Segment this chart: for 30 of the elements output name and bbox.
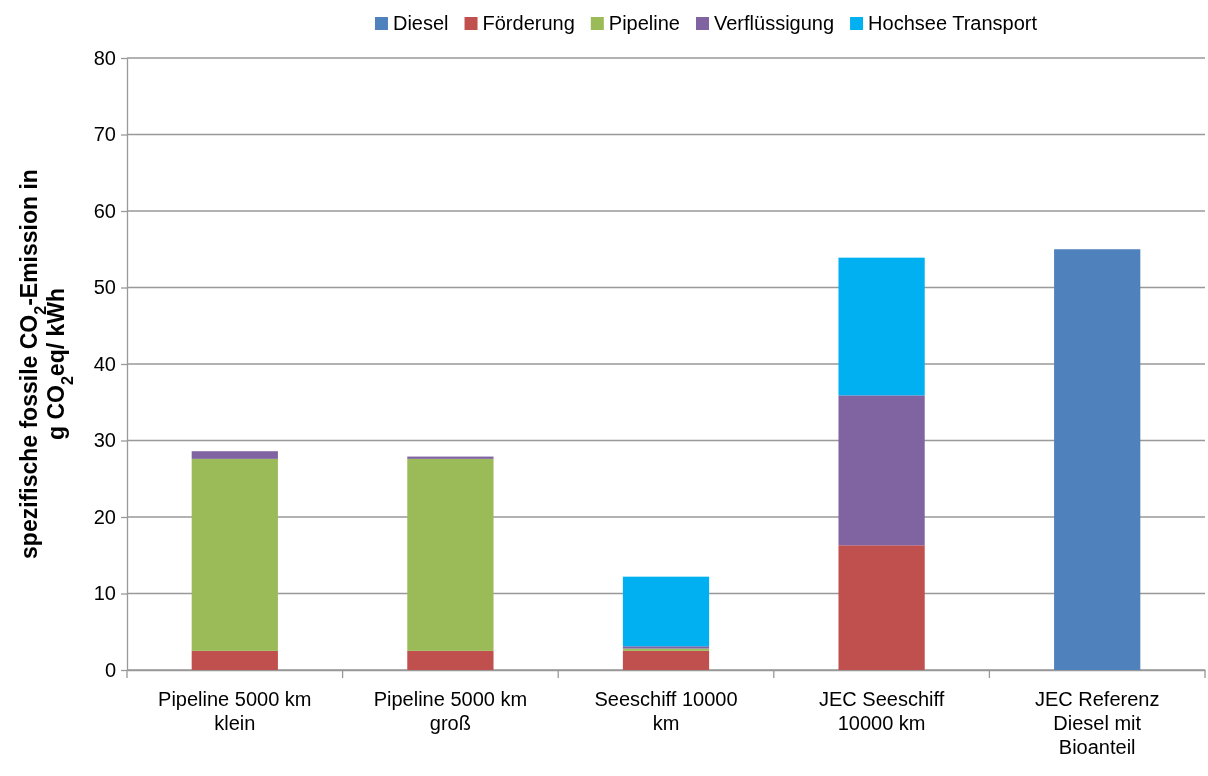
legend-label: Verflüssigung [713, 12, 835, 34]
bar [838, 257, 925, 396]
x-tick-label: Pipeline 5000 km klein [158, 688, 312, 734]
x-tick-label: Pipeline 5000 km groß [373, 688, 528, 734]
legend-label: Förderung [482, 12, 575, 34]
bar [191, 458, 278, 651]
bar [838, 395, 925, 546]
x-tick-label: Seeschiff 10000 km [594, 688, 738, 734]
y-tick-label: 30 [93, 429, 116, 452]
y-tick-label: 20 [93, 505, 116, 528]
bar [838, 545, 925, 670]
bar [1054, 249, 1141, 670]
bar [407, 650, 494, 670]
x-tick-label: JEC Referenz Diesel mit Bioanteil [1034, 688, 1160, 758]
legend-label: Diesel [392, 12, 449, 34]
y-tick-label: 50 [93, 276, 116, 299]
bar [622, 650, 710, 670]
y-tick-label: 80 [93, 46, 116, 69]
x-tick-label: JEC Seeschiff 10000 km [818, 688, 945, 734]
bar [407, 458, 494, 651]
y-tick-label: 10 [93, 582, 116, 605]
y-tick-label: 40 [93, 352, 116, 375]
y-tick-label: 60 [93, 199, 116, 222]
y-tick-label: 0 [104, 658, 116, 681]
y-tick-label: 70 [93, 123, 116, 146]
legend-label: Pipeline [608, 12, 680, 34]
bar [191, 650, 278, 670]
legend-label: Hochsee Transport [868, 12, 1038, 34]
bar [191, 451, 278, 459]
bar [622, 576, 710, 647]
